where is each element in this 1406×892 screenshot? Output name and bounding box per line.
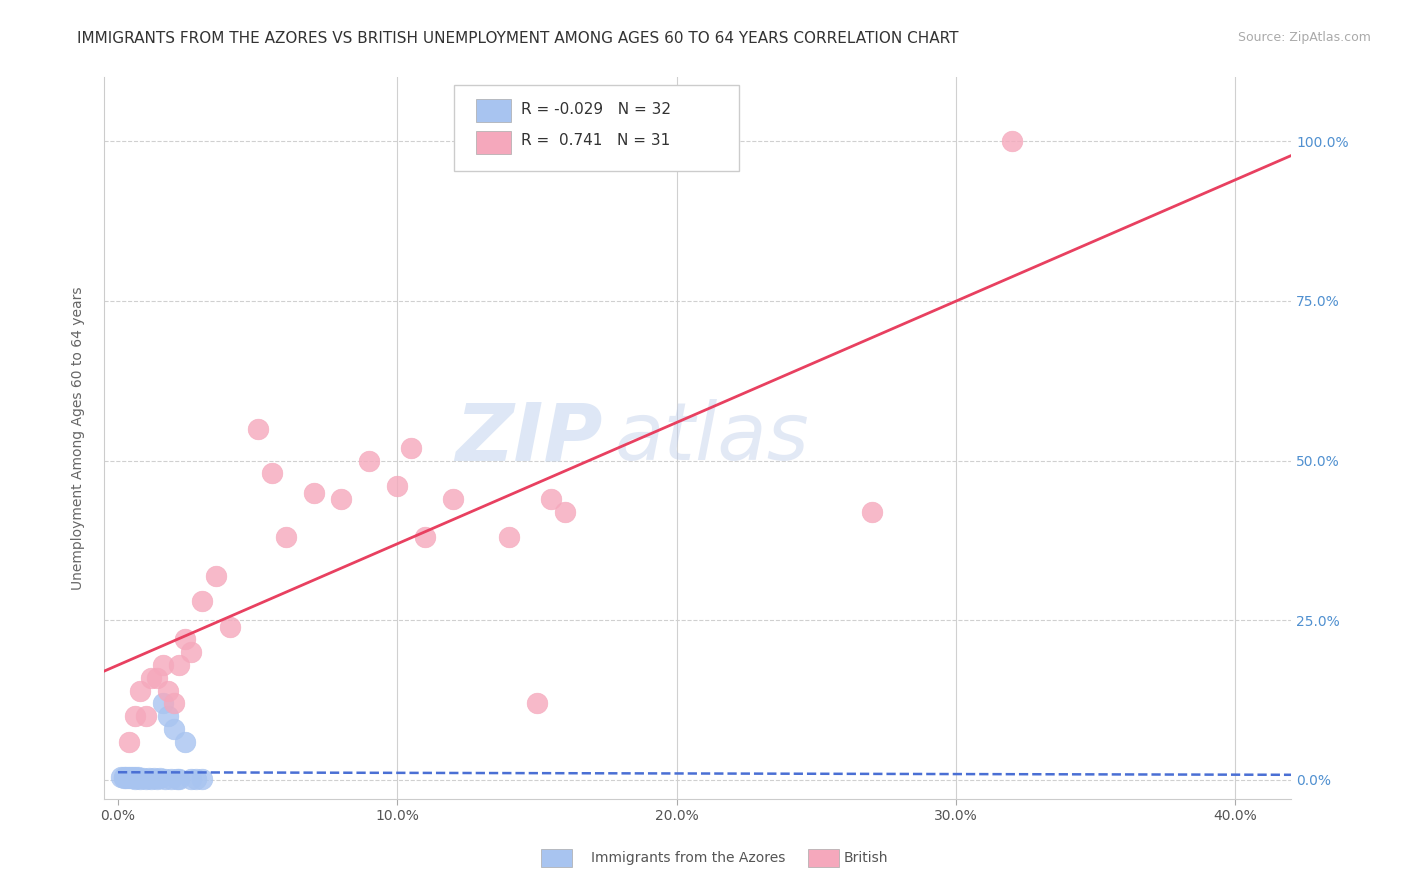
Bar [475, 99, 512, 122]
Point [121, 771, 143, 785]
Point [413, 530, 436, 544]
Text: Immigrants from the Azores: Immigrants from the Azores [591, 851, 785, 865]
Point [174, 632, 197, 647]
Point [204, 568, 226, 582]
Y-axis label: Unemployment Among Ages 60 to 64 years: Unemployment Among Ages 60 to 64 years [72, 286, 86, 590]
Point [138, 771, 160, 785]
Text: R = -0.029   N = 32: R = -0.029 N = 32 [520, 102, 671, 117]
Point [860, 505, 883, 519]
FancyBboxPatch shape [454, 85, 740, 171]
Point [180, 772, 202, 786]
Text: atlas: atlas [614, 400, 810, 477]
Point [359, 453, 381, 467]
Point [149, 771, 172, 785]
Point [180, 645, 202, 659]
Point [135, 772, 157, 786]
Point [110, 770, 132, 784]
Point [166, 772, 188, 786]
Point [498, 530, 520, 544]
Point [127, 770, 149, 784]
Text: R =  0.741   N = 31: R = 0.741 N = 31 [520, 134, 671, 148]
Point [526, 696, 548, 710]
Bar [475, 131, 512, 154]
Point [1001, 134, 1024, 148]
Point [115, 770, 138, 784]
Point [160, 772, 183, 786]
Point [163, 696, 186, 710]
Point [143, 771, 166, 785]
Text: British: British [844, 851, 889, 865]
Point [157, 709, 180, 723]
Point [124, 709, 146, 723]
Point [118, 771, 141, 785]
Point [387, 479, 409, 493]
Point [118, 770, 141, 784]
Point [129, 772, 152, 786]
Point [135, 709, 157, 723]
Point [163, 722, 186, 736]
Point [152, 657, 174, 672]
Point [118, 734, 141, 748]
Point [169, 772, 191, 786]
Point [401, 441, 423, 455]
Point [124, 770, 146, 784]
Point [115, 771, 138, 785]
Point [124, 772, 146, 786]
Point [121, 770, 143, 784]
Point [152, 696, 174, 710]
Point [191, 594, 214, 608]
Point [330, 491, 353, 506]
Point [441, 491, 464, 506]
Point [146, 772, 169, 786]
Point [191, 772, 214, 786]
Point [246, 422, 269, 436]
Point [169, 657, 191, 672]
Point [155, 772, 177, 786]
Point [132, 771, 155, 785]
Point [129, 683, 152, 698]
Point [186, 772, 208, 786]
Point [157, 683, 180, 698]
Text: ZIP: ZIP [456, 400, 603, 477]
Point [174, 734, 197, 748]
Point [112, 771, 135, 785]
Point [112, 770, 135, 784]
Point [141, 671, 163, 685]
Point [146, 671, 169, 685]
Point [554, 505, 576, 519]
Text: Source: ZipAtlas.com: Source: ZipAtlas.com [1237, 31, 1371, 45]
Point [274, 530, 297, 544]
Point [540, 491, 562, 506]
Point [218, 620, 240, 634]
Point [127, 771, 149, 785]
Point [260, 467, 283, 481]
Text: IMMIGRANTS FROM THE AZORES VS BRITISH UNEMPLOYMENT AMONG AGES 60 TO 64 YEARS COR: IMMIGRANTS FROM THE AZORES VS BRITISH UN… [77, 31, 959, 46]
Point [302, 485, 325, 500]
Point [141, 772, 163, 786]
